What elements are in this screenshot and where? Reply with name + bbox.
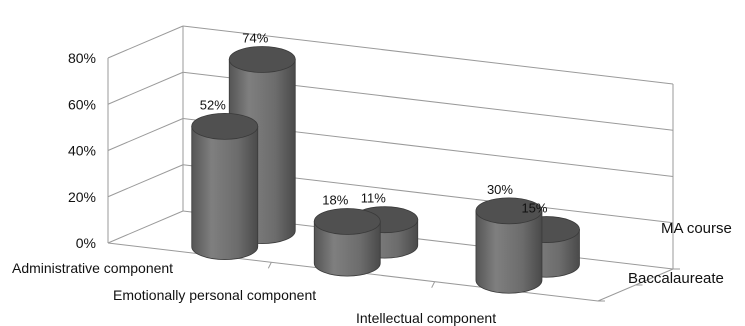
y-tick-label-0: 0% xyxy=(76,235,96,251)
series-label-baccalaureate: Baccalaureate xyxy=(628,270,724,287)
bars xyxy=(191,46,580,294)
y-tick-label-60: 60% xyxy=(68,96,96,112)
bar-baccalaureate-intellectual-component xyxy=(475,197,543,294)
gridline-side xyxy=(107,25,184,59)
gridline-side xyxy=(107,71,184,105)
category-tick-mark xyxy=(267,262,272,269)
bar-top xyxy=(475,197,543,225)
y-axis-ticks: 0% 20% 40% 60% 80% xyxy=(68,50,96,251)
bar-top xyxy=(191,112,259,140)
bar-top xyxy=(228,46,296,73)
data-label-ma-course-emotionally-personal-component: 11% xyxy=(361,191,386,206)
category-label-emotionally-personal-component: Emotionally personal component xyxy=(113,287,316,303)
bar-baccalaureate-emotionally-personal-component xyxy=(313,208,381,277)
bar-body xyxy=(191,125,259,260)
gridline-back xyxy=(182,25,674,85)
category-label-intellectual-component: Intellectual component xyxy=(356,310,496,326)
data-label-ma-course-administrative-component: 74% xyxy=(242,30,268,45)
gridline-side xyxy=(107,210,184,244)
series-label-ma-course: MA course xyxy=(661,220,732,237)
data-label-baccalaureate-administrative-component: 52% xyxy=(200,97,226,112)
category-tick-mark xyxy=(431,281,436,288)
bar-baccalaureate-administrative-component xyxy=(191,112,259,260)
y-tick-label-40: 40% xyxy=(68,143,96,159)
bar-body xyxy=(475,210,543,294)
data-label-baccalaureate-intellectual-component: 30% xyxy=(487,182,513,197)
gridline-side xyxy=(107,118,184,151)
category-label-administrative-component: Administrative component xyxy=(12,260,173,276)
gridline-side xyxy=(107,164,184,198)
data-label-baccalaureate-emotionally-personal-component: 18% xyxy=(322,192,348,207)
y-tick-label-20: 20% xyxy=(68,189,96,205)
bar-top xyxy=(313,208,381,235)
labels: Administrative component Emotionally pers… xyxy=(12,30,732,326)
y-tick-label-80: 80% xyxy=(68,50,96,66)
bar-body xyxy=(313,221,381,277)
data-label-ma-course-intellectual-component: 15% xyxy=(521,201,547,216)
